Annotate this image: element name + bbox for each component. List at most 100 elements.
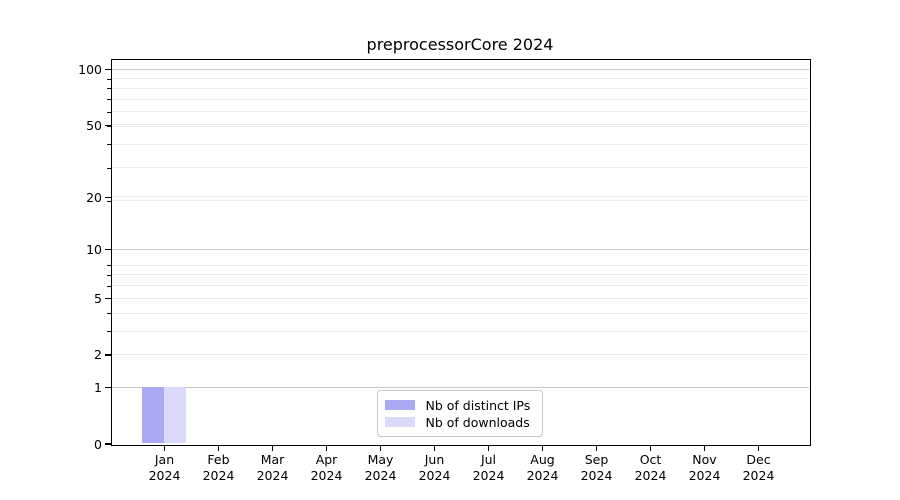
legend-swatch-downloads-icon bbox=[384, 417, 415, 427]
y-minor-gridline bbox=[111, 124, 809, 126]
x-tick-label: Aug 2024 bbox=[513, 452, 573, 484]
x-tick-year: 2024 bbox=[688, 468, 721, 483]
x-tick-mark bbox=[271, 446, 274, 451]
chart-title: preprocessorCore 2024 bbox=[366, 35, 554, 54]
x-tick-month: Jan bbox=[154, 452, 175, 467]
x-tick-label: Mar 2024 bbox=[243, 452, 303, 484]
x-tick-mark bbox=[703, 446, 706, 451]
y-tick-label: 20 bbox=[86, 189, 102, 205]
y-minor-tick-mark bbox=[107, 285, 111, 287]
y-minor-tick-mark bbox=[107, 274, 111, 276]
x-tick-month: Mar bbox=[260, 452, 285, 467]
x-tick-year: 2024 bbox=[256, 468, 289, 483]
y-minor-gridline bbox=[111, 78, 809, 80]
x-tick-year: 2024 bbox=[364, 468, 397, 483]
bar-distinct-ips bbox=[142, 387, 164, 444]
y-major-gridline bbox=[111, 386, 809, 388]
y-minor-tick-mark bbox=[107, 144, 111, 146]
x-tick-label: Feb 2024 bbox=[189, 452, 249, 484]
y-minor-tick-mark bbox=[107, 88, 111, 90]
y-minor-tick-mark bbox=[107, 126, 111, 128]
y-minor-gridline bbox=[111, 353, 809, 355]
x-tick-year: 2024 bbox=[634, 468, 667, 483]
y-tick-label: 50 bbox=[86, 117, 102, 133]
y-minor-gridline bbox=[111, 143, 809, 145]
x-tick-label: Nov 2024 bbox=[675, 452, 735, 484]
x-tick-month: Apr bbox=[315, 452, 338, 467]
y-major-gridline bbox=[111, 248, 809, 250]
legend-item-downloads: Nb of downloads bbox=[384, 414, 533, 431]
y-minor-gridline bbox=[111, 98, 809, 100]
x-tick-label: Sep 2024 bbox=[567, 452, 627, 484]
y-tick-mark bbox=[104, 124, 111, 126]
x-tick-label: May 2024 bbox=[351, 452, 411, 484]
y-tick-label: 100 bbox=[78, 62, 102, 78]
y-minor-gridline bbox=[111, 87, 809, 89]
x-tick-year: 2024 bbox=[580, 468, 613, 483]
y-minor-gridline bbox=[111, 330, 809, 332]
x-tick-month: Dec bbox=[746, 452, 771, 467]
y-tick-label: 0 bbox=[94, 436, 102, 452]
x-tick-month: Feb bbox=[207, 452, 230, 467]
x-tick-mark bbox=[217, 446, 220, 451]
x-tick-mark bbox=[595, 446, 598, 451]
legend-label-distinct-ips: Nb of distinct IPs bbox=[425, 397, 531, 413]
y-tick-mark bbox=[104, 196, 111, 198]
y-minor-tick-mark bbox=[107, 99, 111, 101]
plot-area: Nb of distinct IPs Nb of downloads bbox=[110, 58, 811, 446]
x-tick-year: 2024 bbox=[310, 468, 343, 483]
y-minor-tick-mark bbox=[107, 313, 111, 314]
y-minor-tick-mark bbox=[107, 265, 111, 267]
x-tick-year: 2024 bbox=[742, 468, 775, 483]
y-minor-gridline bbox=[111, 196, 809, 198]
x-tick-label: Dec 2024 bbox=[729, 452, 789, 484]
y-tick-label: 5 bbox=[94, 291, 102, 307]
y-minor-gridline bbox=[111, 274, 809, 276]
x-tick-month: Oct bbox=[639, 452, 662, 467]
legend-label-downloads: Nb of downloads bbox=[425, 414, 530, 430]
x-tick-mark bbox=[433, 446, 436, 451]
x-tick-month: Jun bbox=[424, 452, 445, 467]
x-tick-mark bbox=[541, 446, 544, 451]
x-tick-mark bbox=[487, 446, 490, 451]
y-minor-gridline bbox=[111, 312, 809, 314]
x-tick-mark bbox=[163, 446, 166, 451]
y-minor-gridline bbox=[111, 167, 809, 169]
x-tick-mark bbox=[325, 446, 328, 451]
y-minor-gridline bbox=[111, 285, 809, 287]
legend-swatch-distinct-ips-icon bbox=[384, 400, 415, 410]
x-tick-mark bbox=[379, 446, 382, 451]
y-tick-mark bbox=[104, 443, 111, 445]
x-tick-month: Aug bbox=[530, 452, 555, 467]
legend: Nb of distinct IPs Nb of downloads bbox=[376, 389, 543, 437]
x-tick-month: May bbox=[367, 452, 394, 467]
x-tick-month: Nov bbox=[692, 452, 717, 467]
x-tick-label: Jul 2024 bbox=[459, 452, 519, 484]
y-tick-label: 10 bbox=[86, 242, 102, 258]
x-tick-year: 2024 bbox=[472, 468, 505, 483]
x-tick-year: 2024 bbox=[202, 468, 235, 483]
y-minor-gridline bbox=[111, 200, 809, 202]
y-tick-mark bbox=[104, 69, 111, 71]
x-tick-label: Oct 2024 bbox=[621, 452, 681, 484]
y-major-gridline bbox=[111, 68, 809, 70]
x-tick-label: Jun 2024 bbox=[405, 452, 465, 484]
x-tick-mark bbox=[757, 446, 760, 451]
x-tick-year: 2024 bbox=[148, 468, 181, 483]
y-minor-tick-mark bbox=[107, 331, 111, 333]
y-tick-label: 1 bbox=[94, 380, 102, 396]
x-tick-month: Sep bbox=[584, 452, 609, 467]
y-tick-label: 2 bbox=[94, 347, 102, 363]
y-minor-tick-mark bbox=[107, 78, 111, 80]
y-tick-mark bbox=[104, 354, 111, 356]
x-tick-year: 2024 bbox=[418, 468, 451, 483]
legend-item-distinct-ips: Nb of distinct IPs bbox=[384, 397, 533, 414]
y-minor-tick-mark bbox=[107, 200, 111, 202]
x-tick-label: Jan 2024 bbox=[135, 452, 195, 484]
y-tick-mark bbox=[104, 387, 111, 389]
y-minor-gridline bbox=[111, 297, 809, 299]
x-tick-label: Apr 2024 bbox=[297, 452, 357, 484]
y-minor-tick-mark bbox=[107, 167, 111, 169]
x-tick-month: Jul bbox=[480, 452, 497, 467]
